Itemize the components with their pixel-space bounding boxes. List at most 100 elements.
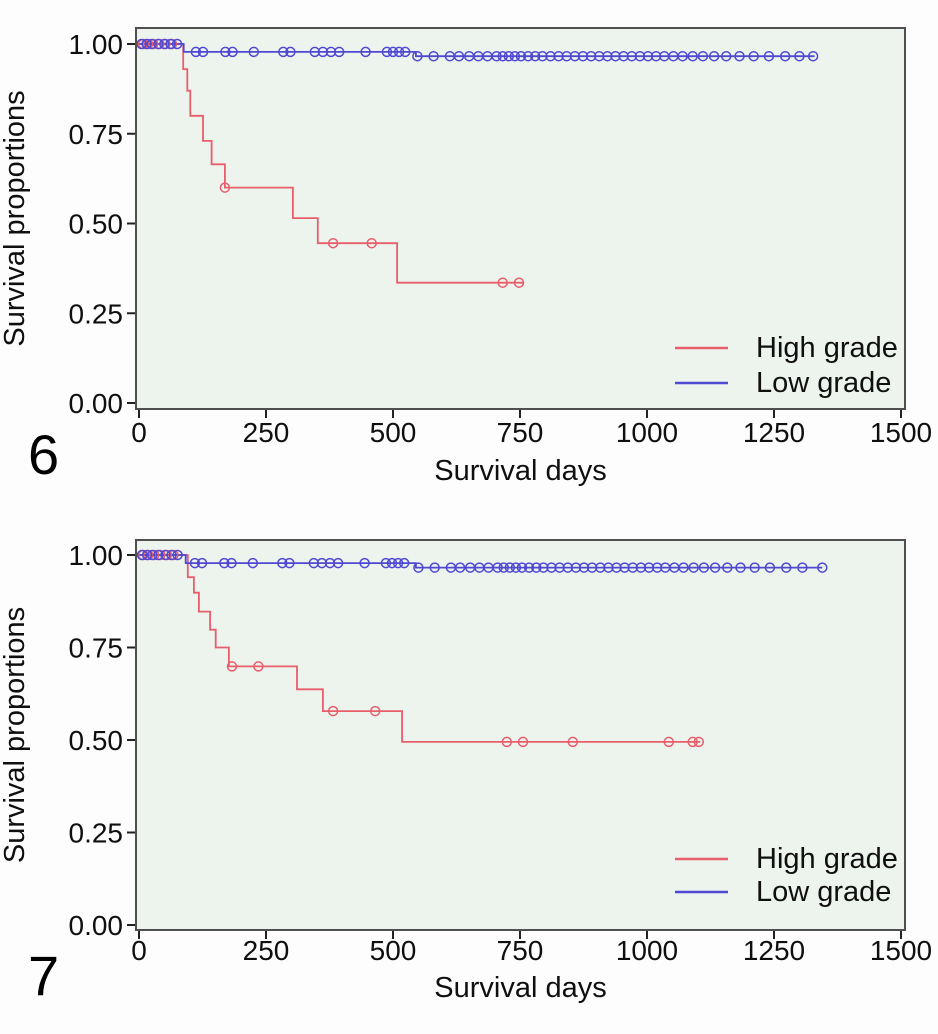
censor-marker-low-grade	[749, 562, 760, 573]
censor-marker-low-grade	[764, 562, 776, 573]
censor-marker-low-grade	[546, 562, 557, 573]
censor-marker-high-grade	[567, 736, 579, 748]
censor-marker-low-grade	[136, 549, 148, 561]
censor-marker-low-grade	[197, 46, 209, 58]
censor-marker-low-grade	[602, 50, 613, 62]
censor-marker-low-grade	[537, 50, 548, 62]
censor-marker-high-grade	[517, 736, 529, 748]
censor-marker-low-grade	[219, 557, 230, 569]
plot-area	[136, 540, 905, 930]
censor-marker-low-grade	[325, 46, 337, 58]
censor-marker-low-grade	[428, 50, 439, 62]
plot-area	[136, 28, 905, 409]
censor-marker-low-grade	[190, 46, 202, 58]
censor-marker-low-grade	[492, 562, 503, 573]
censor-marker-low-grade	[586, 562, 598, 573]
censor-marker-low-grade	[554, 562, 565, 573]
censor-marker-low-grade	[687, 50, 698, 62]
censor-marker-low-grade	[387, 46, 399, 58]
y-tick-label: 0.00	[69, 910, 124, 941]
censor-marker-low-grade	[159, 38, 170, 50]
figure-number: 7	[28, 944, 59, 1007]
censor-marker-low-grade	[553, 50, 564, 62]
censor-marker-low-grade	[611, 562, 622, 573]
censor-marker-low-grade	[722, 562, 733, 573]
y-tick-label: 0.50	[69, 209, 124, 240]
censor-marker-low-grade	[610, 50, 621, 62]
censor-marker-low-grade	[523, 562, 535, 573]
censor-marker-low-grade	[678, 562, 689, 573]
censor-marker-low-grade	[393, 46, 405, 58]
censor-marker-low-grade	[146, 549, 158, 561]
censor-marker-low-grade	[166, 549, 177, 561]
censor-marker-low-grade	[317, 46, 329, 58]
x-tick-label: 1250	[743, 417, 805, 448]
survival-curve-high-grade	[139, 43, 525, 284]
censor-marker-low-grade	[698, 562, 710, 573]
censor-marker-low-grade	[794, 50, 805, 62]
censor-marker-low-grade	[285, 46, 296, 58]
censor-marker-low-grade	[324, 557, 336, 569]
figure-7: 0 250 500 750 1000 1250 1500 1.00 0.75 0.50 0.25 0.…	[0, 539, 932, 1007]
censor-marker-low-grade	[603, 562, 614, 573]
censor-marker-low-grade	[515, 50, 527, 62]
censor-marker-low-grade	[146, 38, 157, 50]
censor-marker-high-grade	[366, 237, 377, 249]
figure-6: 0 250 500 750 1000 1250 1500 1.00 0.75 0.50 0.25 0.…	[0, 27, 932, 487]
censor-marker-low-grade	[595, 562, 606, 573]
censor-marker-low-grade	[171, 38, 183, 50]
censor-marker-low-grade	[309, 46, 321, 58]
censor-marker-high-grade	[693, 736, 705, 748]
censor-marker-low-grade	[380, 557, 392, 569]
censor-marker-high-grade	[687, 736, 698, 748]
censor-marker-low-grade	[807, 50, 819, 62]
y-tick-label: 0.25	[69, 818, 124, 849]
x-tick-label: 1250	[743, 935, 805, 966]
y-axis-title: Survival proportions	[0, 90, 31, 346]
censor-marker-low-grade	[635, 562, 647, 573]
censor-marker-low-grade	[618, 50, 629, 62]
censor-marker-low-grade	[497, 50, 508, 62]
censor-marker-high-grade	[226, 661, 238, 672]
censor-marker-low-grade	[577, 50, 589, 62]
censor-marker-low-grade	[585, 50, 597, 62]
censor-marker-low-grade	[248, 46, 260, 58]
censor-marker-low-grade	[593, 50, 605, 62]
plot-frame	[135, 539, 906, 931]
censor-marker-high-grade	[253, 661, 264, 672]
censor-marker-high-grade	[513, 277, 525, 288]
censor-marker-low-grade	[196, 557, 208, 569]
censor-marker-low-grade	[817, 562, 828, 573]
censor-marker-low-grade	[504, 562, 516, 573]
censor-marker-low-grade	[165, 38, 176, 50]
censor-marker-low-grade	[510, 562, 522, 573]
censor-marker-low-grade	[529, 50, 541, 62]
x-tick-label: 750	[497, 935, 544, 966]
censor-marker-low-grade	[172, 549, 183, 561]
censor-marker-low-grade	[360, 46, 371, 58]
censor-marker-low-grade	[763, 50, 775, 62]
censor-marker-low-grade	[226, 557, 237, 569]
censor-marker-low-grade	[627, 562, 639, 573]
censor-marker-low-grade	[284, 557, 295, 569]
y-tick-label: 0.25	[69, 298, 124, 329]
censor-marker-low-grade	[454, 562, 466, 573]
censor-marker-low-grade	[153, 38, 164, 50]
censor-marker-low-grade	[153, 549, 164, 561]
censor-marker-low-grade	[429, 562, 440, 573]
censor-marker-low-grade	[220, 46, 231, 58]
censor-marker-low-grade	[720, 50, 732, 62]
censor-marker-low-grade	[413, 562, 424, 573]
censor-marker-low-grade	[332, 557, 344, 569]
x-tick-label: 250	[243, 935, 290, 966]
censor-marker-low-grade	[399, 46, 411, 58]
censor-marker-low-grade	[677, 50, 688, 62]
x-tick-label: 0	[131, 935, 147, 966]
censor-marker-high-grade	[327, 705, 339, 717]
censor-marker-low-grade	[780, 562, 792, 573]
censor-marker-low-grade	[498, 562, 509, 573]
censor-marker-low-grade	[561, 50, 572, 62]
censor-marker-low-grade	[650, 50, 662, 62]
censor-marker-low-grade	[522, 50, 534, 62]
